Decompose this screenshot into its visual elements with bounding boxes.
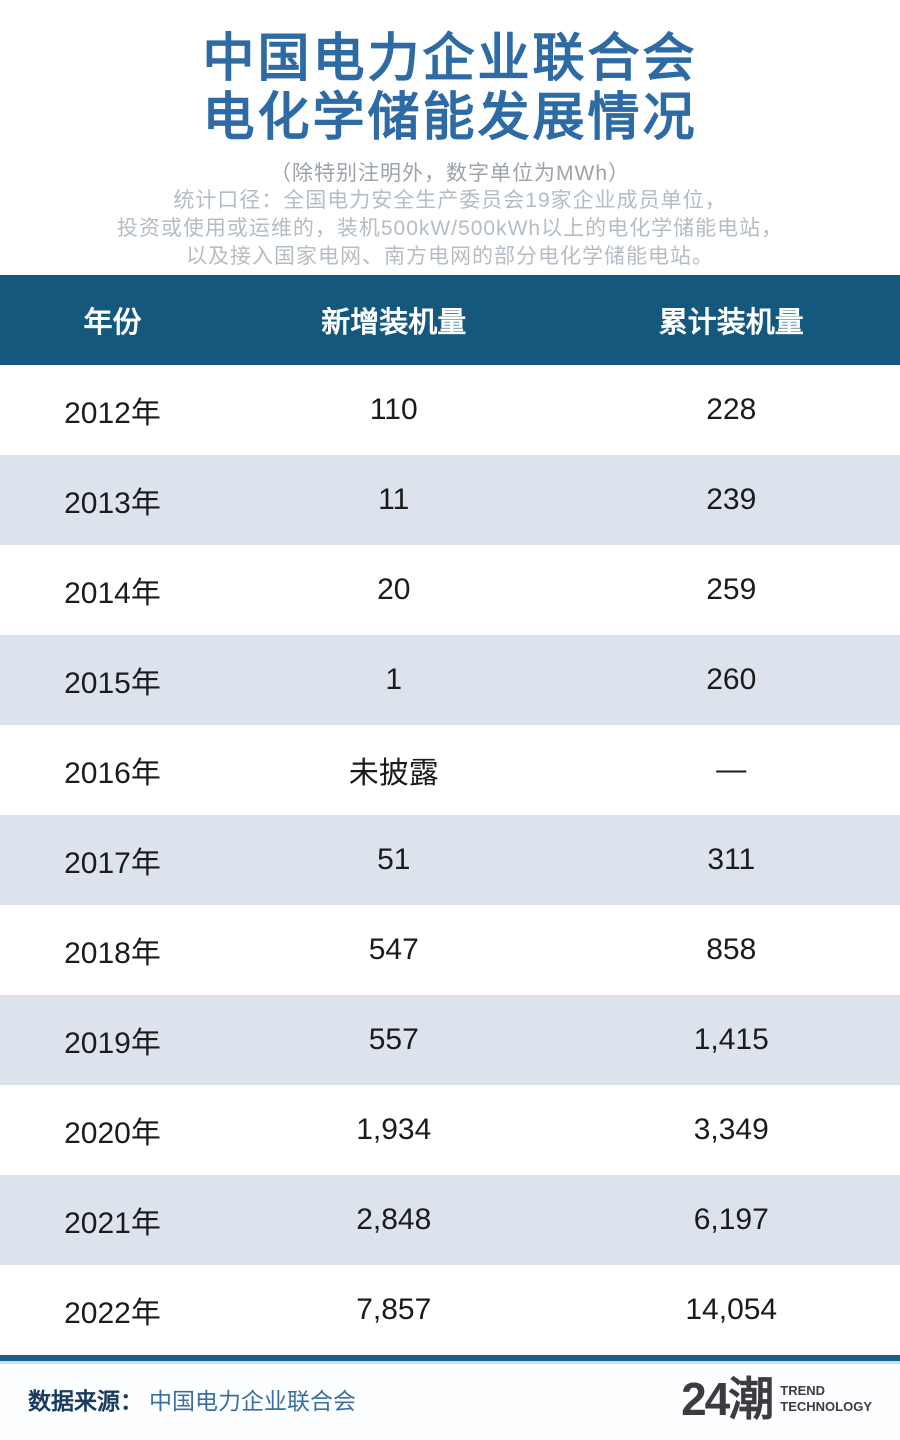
table-cell: 11 [378, 483, 410, 516]
table-cell: 51 [377, 843, 411, 876]
intro-section: 中国电力企业联合会 电化学储能发展情况 （除特别注明外，数字单位为MWh） 统计… [0, 0, 900, 275]
table-header-row: 年份 新增装机量 累计装机量 [0, 275, 900, 365]
table-body: 2012年 110 228 2013年 11 239 2014年 20 259 2015年 1 260… [0, 365, 900, 1355]
data-source: 数据来源： 中国电力企业联合会 [28, 1382, 356, 1416]
column-header-year: 年份 [83, 307, 142, 339]
data-source-label: 数据来源： [28, 1388, 143, 1414]
page-title-line-2: 电化学储能发展情况 [202, 88, 698, 147]
table-cell: 239 [706, 483, 757, 516]
table-cell: 110 [369, 393, 418, 426]
logo-24chao-mark: 24潮 [681, 1373, 774, 1425]
table-cell: 14,054 [685, 1293, 778, 1326]
table-cell: 228 [706, 393, 757, 426]
column-header-new-capacity: 新增装机量 [321, 307, 467, 339]
table-cell: 2015年 [64, 667, 161, 700]
table-row: 2018年 547 858 [0, 905, 900, 995]
table-cell: 1 [385, 663, 403, 696]
table-cell: 2022年 [64, 1297, 161, 1330]
table-cell: 2014年 [64, 577, 161, 610]
footer-divider-bar [0, 1355, 900, 1364]
table-cell: 2017年 [64, 847, 161, 880]
table-cell: 2018年 [64, 937, 161, 970]
logo-sub-line-2: TECHNOLOGY [780, 1399, 872, 1414]
table-cell: 2020年 [64, 1117, 161, 1150]
table-cell: 1,934 [356, 1113, 432, 1146]
table-row: 2016年 未披露 — [0, 725, 900, 815]
scope-note-line-3: 以及接入国家电网、南方电网的部分电化学储能电站。 [186, 244, 714, 268]
table-row: 2015年 1 260 [0, 635, 900, 725]
table-cell: 858 [706, 933, 757, 966]
table-cell: 311 [707, 843, 756, 876]
table-cell: 259 [706, 573, 757, 606]
table-cell: 20 [377, 573, 411, 606]
table-row: 2017年 51 311 [0, 815, 900, 905]
table-cell: 2021年 [64, 1207, 161, 1240]
table-cell: 2012年 [64, 397, 161, 430]
table-cell: 557 [368, 1023, 419, 1056]
brand-logo: 24潮 TREND TECHNOLOGY [681, 1376, 872, 1422]
table-row: 2014年 20 259 [0, 545, 900, 635]
scope-note-line-1: 统计口径：全国电力安全生产委员会19家企业成员单位， [173, 188, 727, 212]
scope-note-line-2: 投资或使用或运维的，装机500kW/500kWh以上的电化学储能电站， [116, 216, 784, 240]
table-cell: 1,415 [693, 1023, 769, 1056]
table-cell: 6,197 [693, 1203, 769, 1236]
table-row: 2013年 11 239 [0, 455, 900, 545]
logo-trend-technology-text: TREND TECHNOLOGY [780, 1383, 872, 1414]
table-cell: — [716, 753, 747, 786]
table-cell: 547 [368, 933, 419, 966]
table-cell: 2016年 [64, 757, 161, 790]
table-cell: 未披露 [348, 757, 439, 790]
footer: 数据来源： 中国电力企业联合会 24潮 TREND TECHNOLOGY [0, 1364, 900, 1440]
table-cell: 3,349 [693, 1113, 769, 1146]
table-cell: 2013年 [64, 487, 161, 520]
table-cell: 260 [706, 663, 757, 696]
column-header-cumulative-capacity: 累计装机量 [658, 307, 804, 339]
table-cell: 7,857 [356, 1293, 432, 1326]
table-row: 2019年 557 1,415 [0, 995, 900, 1085]
table-cell: 2019年 [64, 1027, 161, 1060]
page-title-line-1: 中国电力企业联合会 [202, 30, 698, 88]
unit-note: （除特别注明外，数字单位为MWh） [270, 161, 630, 185]
logo-sub-line-1: TREND [780, 1383, 826, 1399]
table-cell: 2,848 [356, 1203, 432, 1236]
table-row: 2021年 2,848 6,197 [0, 1175, 900, 1265]
table-row: 2020年 1,934 3,349 [0, 1085, 900, 1175]
table-row: 2022年 7,857 14,054 [0, 1265, 900, 1355]
data-table: 年份 新增装机量 累计装机量 2012年 110 228 2013年 11 239 2014… [0, 275, 900, 1355]
table-row: 2012年 110 228 [0, 365, 900, 455]
data-source-value: 中国电力企业联合会 [149, 1388, 356, 1414]
